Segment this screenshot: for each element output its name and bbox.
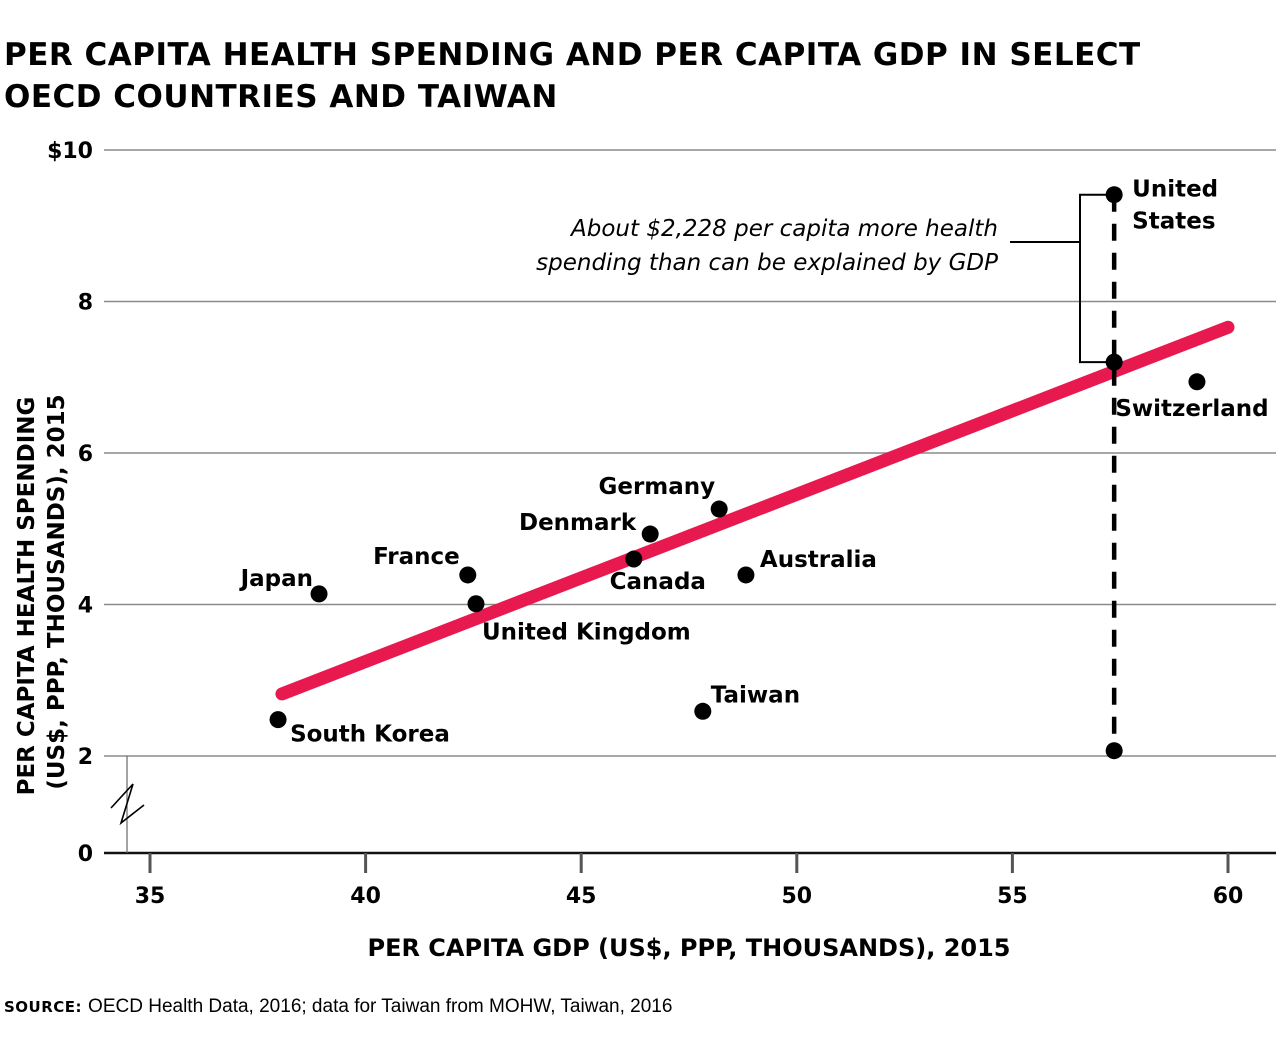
point-switzerland <box>1188 373 1206 391</box>
axis-break-zigzag-icon <box>110 783 145 826</box>
label-united-states-line-1: United <box>1132 177 1218 203</box>
label-australia: Australia <box>760 547 877 573</box>
chart-title-line-2: OECD COUNTRIES AND TAIWAN <box>4 79 558 115</box>
y-tick-label-2: 2 <box>78 745 93 770</box>
label-switzerland: Switzerland <box>1115 396 1268 422</box>
y-tick-label-6: 6 <box>78 442 93 467</box>
point-japan <box>310 585 328 603</box>
y-tick-label-10: $10 <box>47 139 93 164</box>
point-canada <box>625 550 643 568</box>
point-australia <box>737 566 755 584</box>
point-united-states <box>1105 186 1123 204</box>
annotation-text-line-2: spending than can be explained by GDP <box>536 250 998 276</box>
annotation-group: About $2,228 per capita more health spend… <box>536 193 1115 364</box>
label-japan: Japan <box>239 566 313 592</box>
chart-title-line-1: PER CAPITA HEALTH SPENDING AND PER CAPIT… <box>4 37 1141 73</box>
y-axis-ticks: 0 2 4 6 8 $10 <box>47 139 93 867</box>
point-denmark <box>641 525 659 543</box>
point-us-predicted <box>1105 353 1123 371</box>
annotation-bracket <box>1079 193 1115 364</box>
point-labels: South Korea Japan France United Kingdom Cana… <box>239 177 1269 748</box>
source-text: OECD Health Data, 2016; data for Taiwan … <box>88 996 673 1017</box>
y-axis-label-line-2: (US$, PPP, THOUSANDS), 2015 <box>44 394 70 789</box>
point-us-dashed-end <box>1105 742 1123 760</box>
x-axis-label: PER CAPITA GDP (US$, PPP, THOUSANDS), 20… <box>367 934 1010 962</box>
label-denmark: Denmark <box>519 510 637 536</box>
point-taiwan <box>694 702 712 720</box>
x-tick-label-50: 50 <box>781 884 812 909</box>
x-tick-label-60: 60 <box>1213 884 1244 909</box>
x-axis: 35 40 45 50 55 60 <box>104 851 1276 909</box>
point-germany <box>710 500 728 518</box>
y-tick-label-8: 8 <box>78 291 93 316</box>
annotation-text: About $2,228 per capita more health spend… <box>536 216 998 276</box>
x-tick-label-40: 40 <box>350 884 381 909</box>
x-tick-label-35: 35 <box>135 884 166 909</box>
y-axis-label-line-1: PER CAPITA HEALTH SPENDING <box>14 397 40 796</box>
label-united-states-line-2: States <box>1132 209 1215 235</box>
label-united-states: United States <box>1132 177 1218 235</box>
label-germany: Germany <box>598 474 715 500</box>
y-axis-label: PER CAPITA HEALTH SPENDING (US$, PPP, TH… <box>14 389 70 796</box>
chart-title: PER CAPITA HEALTH SPENDING AND PER CAPIT… <box>4 34 1274 118</box>
label-france: France <box>373 544 460 570</box>
point-france <box>459 566 477 584</box>
source-label: SOURCE: <box>4 998 83 1016</box>
annotation-text-line-1: About $2,228 per capita more health <box>569 216 998 242</box>
point-united-kingdom <box>467 595 485 613</box>
source-note: SOURCE: OECD Health Data, 2016; data for … <box>4 996 672 1018</box>
point-south-korea <box>269 711 287 729</box>
label-taiwan: Taiwan <box>711 682 800 708</box>
data-points <box>269 186 1206 760</box>
regression-line-group <box>275 194 1235 751</box>
regression-line <box>275 320 1235 701</box>
y-tick-label-0: 0 <box>78 842 93 867</box>
x-tick-label-45: 45 <box>566 884 597 909</box>
y-tick-label-4: 4 <box>78 594 93 619</box>
label-south-korea: South Korea <box>290 722 450 748</box>
axis-break-marker <box>110 756 145 853</box>
label-united-kingdom: United Kingdom <box>482 620 691 646</box>
x-tick-label-55: 55 <box>997 884 1028 909</box>
label-canada: Canada <box>610 569 706 595</box>
